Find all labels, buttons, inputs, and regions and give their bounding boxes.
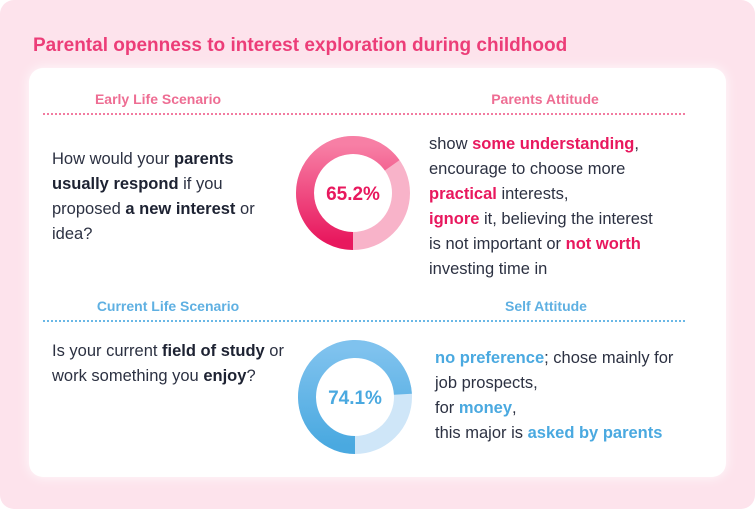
donut-value-slice	[298, 340, 412, 454]
attitude-text: ; chose mainly for	[544, 349, 674, 367]
question-segment: enjoy	[203, 367, 247, 385]
attitude-text: show	[429, 135, 473, 153]
page-title: Parental openness to interest exploratio…	[33, 35, 568, 56]
question-segment: field of study	[162, 342, 265, 360]
attitude-text: ,	[634, 135, 639, 153]
attitude-line: practical interests,	[429, 182, 709, 207]
attitude-line: for money,	[435, 396, 715, 421]
highlight-text: no preference	[435, 349, 545, 367]
attitude-text: is not important or	[429, 235, 566, 253]
attitude-line: is not important or not worth	[429, 232, 709, 257]
question-segment: if you proposed	[52, 175, 223, 218]
attitude-text: job prospects,	[435, 374, 538, 392]
highlight-text: some understanding	[472, 135, 635, 153]
content-card: Early Life Scenario Parents Attitude How…	[29, 68, 726, 477]
highlight-text: not worth	[565, 235, 641, 253]
question-segment: Is your current	[52, 342, 163, 360]
attitude-line: no preference; chose mainly for	[435, 346, 715, 371]
question-segment: parents usually respond	[52, 150, 234, 193]
question-segment: or idea?	[52, 200, 255, 243]
question-segment: a new interest	[125, 200, 236, 218]
attitude-line: this major is asked by parents	[435, 421, 715, 446]
highlight-text: asked by parents	[527, 424, 663, 442]
current-question: Is your current field of study or work s…	[52, 339, 292, 389]
attitude-text: for	[435, 399, 459, 417]
early-donut-chart: 65.2%	[296, 136, 410, 250]
attitude-line: ignore it, believing the interest	[429, 207, 709, 232]
highlight-text: practical	[429, 185, 497, 203]
question-segment: or work something you	[52, 342, 284, 385]
highlight-text: ignore	[429, 210, 480, 228]
question-segment: ?	[246, 367, 256, 385]
attitude-text: investing time in	[429, 260, 548, 278]
self-attitude-header: Self Attitude	[505, 298, 587, 314]
parents-attitude-header: Parents Attitude	[491, 91, 599, 107]
current-divider	[43, 320, 685, 322]
parents-attitude-text: show some understanding, encourage to cho…	[429, 132, 709, 282]
attitude-text: interests,	[496, 185, 569, 203]
attitude-text: it, believing the interest	[479, 210, 653, 228]
attitude-text: this major is	[435, 424, 528, 442]
current-life-header: Current Life Scenario	[96, 298, 240, 314]
early-life-header: Early Life Scenario	[94, 91, 222, 107]
donut-value-slice	[296, 136, 400, 250]
donut-percent-label: 74.1%	[328, 388, 382, 409]
attitude-line: job prospects,	[435, 371, 715, 396]
attitude-text: encourage to choose more	[429, 160, 626, 178]
current-donut-chart: 74.1%	[298, 340, 412, 454]
early-divider	[43, 113, 685, 115]
attitude-line: encourage to choose more	[429, 157, 709, 182]
highlight-text: money	[458, 399, 513, 417]
question-segment: How would your	[52, 150, 174, 168]
donut-percent-label: 65.2%	[326, 184, 380, 205]
early-question: How would your parents usually respond i…	[52, 147, 292, 247]
attitude-line: investing time in	[429, 257, 709, 282]
attitude-text: ,	[512, 399, 517, 417]
attitude-line: show some understanding,	[429, 132, 709, 157]
self-attitude-text: no preference; chose mainly for job prosp…	[435, 346, 715, 446]
